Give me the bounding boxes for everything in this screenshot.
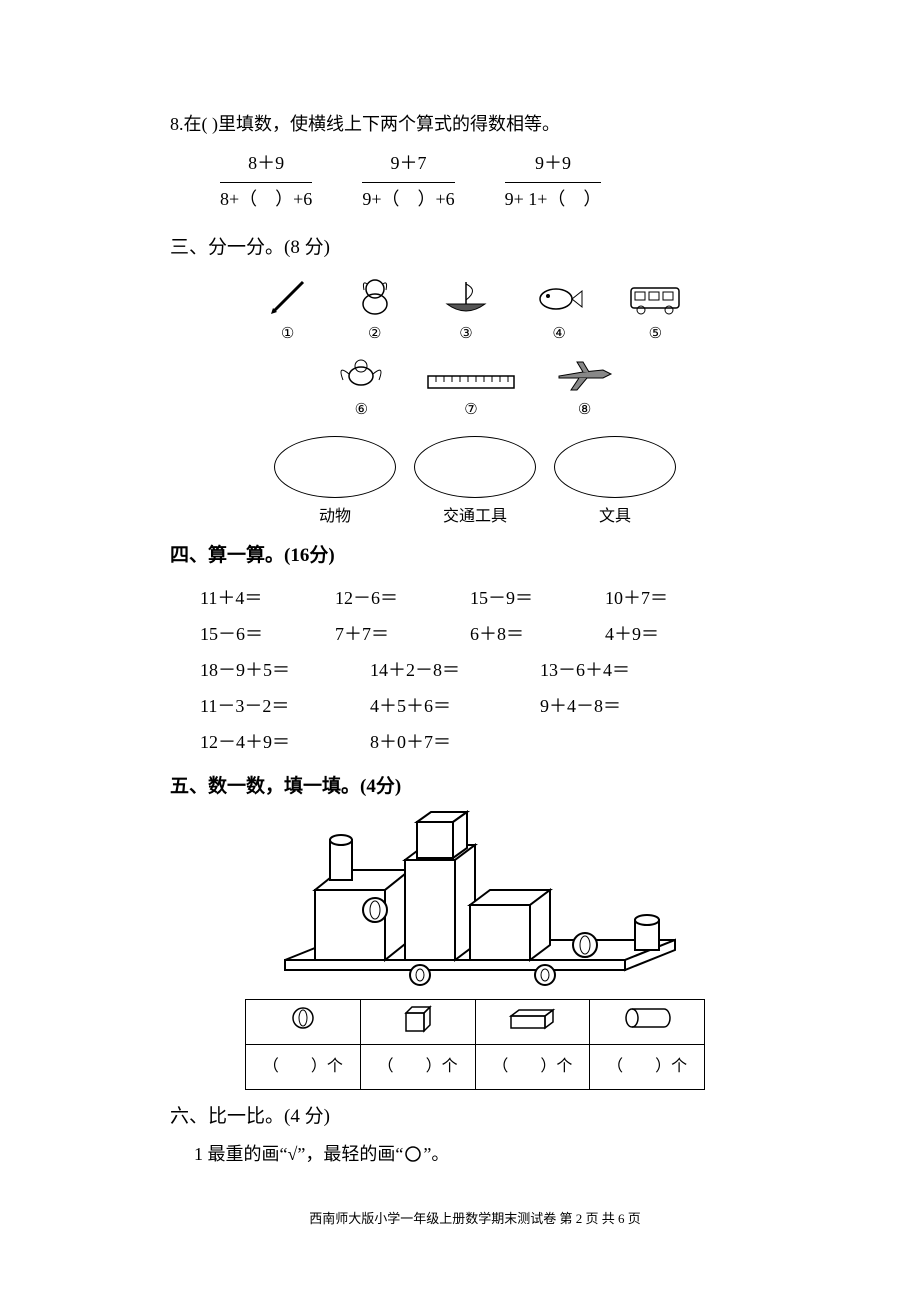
fish-icon — [532, 274, 586, 320]
c2-3: 6＋8＝ — [470, 616, 605, 652]
section-3-head: 三、分一分。(8 分) — [170, 233, 780, 263]
page: 8.在( )里填数，使横线上下两个算式的得数相等。 8＋9 8+（ ）+6 9＋… — [0, 0, 920, 1290]
cube-icon — [400, 1003, 436, 1033]
circle-mark-icon — [403, 1145, 423, 1163]
cylinder-icon — [622, 1005, 672, 1031]
c4-2: 4＋5＋6＝ — [370, 688, 540, 724]
c1-2: 12－6＝ — [335, 580, 470, 616]
section-3-grid: ① ② ③ ④ ⑤ ⑥ — [245, 274, 705, 530]
shape-cube-cell — [360, 999, 475, 1044]
section-6-head: 六、比一比。(4 分) — [170, 1102, 780, 1132]
calc-row-4: 11－3－2＝ 4＋5＋6＝ 9＋4－8＝ — [200, 688, 780, 724]
c3-2: 14＋2－8＝ — [370, 652, 540, 688]
frac-1-num: 8＋9 — [220, 149, 312, 180]
pic-2: ② — [350, 274, 400, 346]
c3-1: 18－9＋5＝ — [200, 652, 370, 688]
calc-row-1: 11＋4＝ 12－6＝ 15－9＝ 10＋7＝ — [200, 580, 780, 616]
c3-3: 13－6＋4＝ — [540, 652, 710, 688]
pic-5: ⑤ — [625, 274, 685, 346]
van-icon — [625, 274, 685, 320]
cat-stationery-label: 文具 — [599, 504, 631, 530]
c1-4: 10＋7＝ — [605, 580, 740, 616]
section-4-head: 四、算一算。(16分) — [170, 541, 780, 571]
pic-4-label: ④ — [552, 322, 565, 346]
cat-stationery: 文具 — [554, 436, 676, 530]
c4-3: 9＋4－8＝ — [540, 688, 710, 724]
cat-vehicle: 交通工具 — [414, 436, 536, 530]
shape-sphere-cell — [246, 999, 361, 1044]
pic-6-label: ⑥ — [355, 398, 368, 422]
pic-8: ⑧ — [553, 356, 617, 422]
q8-fractions: 8＋9 8+（ ）+6 9＋7 9+（ ）+6 9＋9 9+ 1+（ ） — [220, 149, 780, 214]
cat-animal-label: 动物 — [319, 504, 351, 530]
plane-icon — [553, 356, 617, 396]
pic-2-label: ② — [368, 322, 381, 346]
s6-sub1-post: ”。 — [423, 1144, 449, 1164]
frac-2-num: 9＋7 — [362, 149, 454, 180]
pic-1-label: ① — [281, 322, 294, 346]
pic-7-label: ⑦ — [464, 398, 477, 422]
pic-4: ④ — [532, 274, 586, 346]
pic-8-label: ⑧ — [578, 398, 591, 422]
count-cuboid: （ ）个 — [475, 1044, 590, 1089]
q8-prompt: 8.在( )里填数，使横线上下两个算式的得数相等。 — [170, 110, 780, 139]
calc-row-5: 12－4＋9＝ 8＋0＋7＝ — [200, 724, 780, 760]
shape-cylinder-cell — [590, 999, 705, 1044]
c1-3: 15－9＝ — [470, 580, 605, 616]
pic-3: ③ — [439, 274, 493, 346]
pic-1: ① — [265, 274, 311, 346]
blocks-figure-icon — [245, 810, 705, 990]
section-6-sub1: 1 最重的画“√”，最轻的画“ ”。 — [194, 1140, 780, 1169]
count-cylinder: （ ）个 — [590, 1044, 705, 1089]
page-footer: 西南师大版小学一年级上册数学期末测试卷 第 2 页 共 6 页 — [170, 1209, 780, 1230]
c4-1: 11－3－2＝ — [200, 688, 370, 724]
s6-sub1-pre: 1 最重的画“√”，最轻的画“ — [194, 1144, 403, 1164]
dog-icon — [350, 274, 400, 320]
pic-3-label: ③ — [459, 322, 472, 346]
c5-2: 8＋0＋7＝ — [370, 724, 540, 760]
cuboid-icon — [507, 1004, 557, 1032]
section-4-calc: 11＋4＝ 12－6＝ 15－9＝ 10＋7＝ 15－6＝ 7＋7＝ 6＋8＝ … — [200, 580, 780, 760]
frac-3-den: 9+ 1+（ ） — [505, 182, 602, 214]
frac-1-den: 8+（ ）+6 — [220, 182, 312, 214]
frac-3: 9＋9 9+ 1+（ ） — [505, 149, 602, 214]
c5-3 — [540, 724, 710, 760]
pic-5-label: ⑤ — [649, 322, 662, 346]
category-ovals: 动物 交通工具 文具 — [265, 436, 685, 530]
frac-3-num: 9＋9 — [505, 149, 602, 180]
calc-row-2: 15－6＝ 7＋7＝ 6＋8＝ 4＋9＝ — [200, 616, 780, 652]
oval-animal — [274, 436, 396, 498]
shape-cuboid-cell — [475, 999, 590, 1044]
oval-vehicle — [414, 436, 536, 498]
shapes-table: （ ）个 （ ）个 （ ）个 （ ）个 — [245, 999, 705, 1090]
ruler-icon — [426, 366, 516, 396]
pic-row-2: ⑥ ⑦ ⑧ — [315, 350, 635, 422]
pic-6: ⑥ — [333, 350, 389, 422]
frac-2-den: 9+（ ）+6 — [362, 182, 454, 214]
calc-row-3: 18－9＋5＝ 14＋2－8＝ 13－6＋4＝ — [200, 652, 780, 688]
sphere-icon — [286, 1004, 320, 1032]
c2-1: 15－6＝ — [200, 616, 335, 652]
c5-1: 12－4＋9＝ — [200, 724, 370, 760]
pic-7: ⑦ — [426, 366, 516, 422]
boat-icon — [439, 274, 493, 320]
oval-stationery — [554, 436, 676, 498]
count-sphere: （ ）个 — [246, 1044, 361, 1089]
c1-1: 11＋4＝ — [200, 580, 335, 616]
cat-vehicle-label: 交通工具 — [443, 504, 507, 530]
bird-icon — [333, 350, 389, 396]
question-8: 8.在( )里填数，使横线上下两个算式的得数相等。 8＋9 8+（ ）+6 9＋… — [170, 110, 780, 213]
pencil-icon — [265, 274, 311, 320]
c2-4: 4＋9＝ — [605, 616, 740, 652]
frac-1: 8＋9 8+（ ）+6 — [220, 149, 312, 214]
frac-2: 9＋7 9+（ ）+6 — [362, 149, 454, 214]
cat-animal: 动物 — [274, 436, 396, 530]
c2-2: 7＋7＝ — [335, 616, 470, 652]
section-5-figure: （ ）个 （ ）个 （ ）个 （ ）个 — [245, 810, 705, 1090]
section-5-head: 五、数一数，填一填。(4分) — [170, 772, 780, 802]
count-cube: （ ）个 — [360, 1044, 475, 1089]
pic-row-1: ① ② ③ ④ ⑤ — [245, 274, 705, 346]
